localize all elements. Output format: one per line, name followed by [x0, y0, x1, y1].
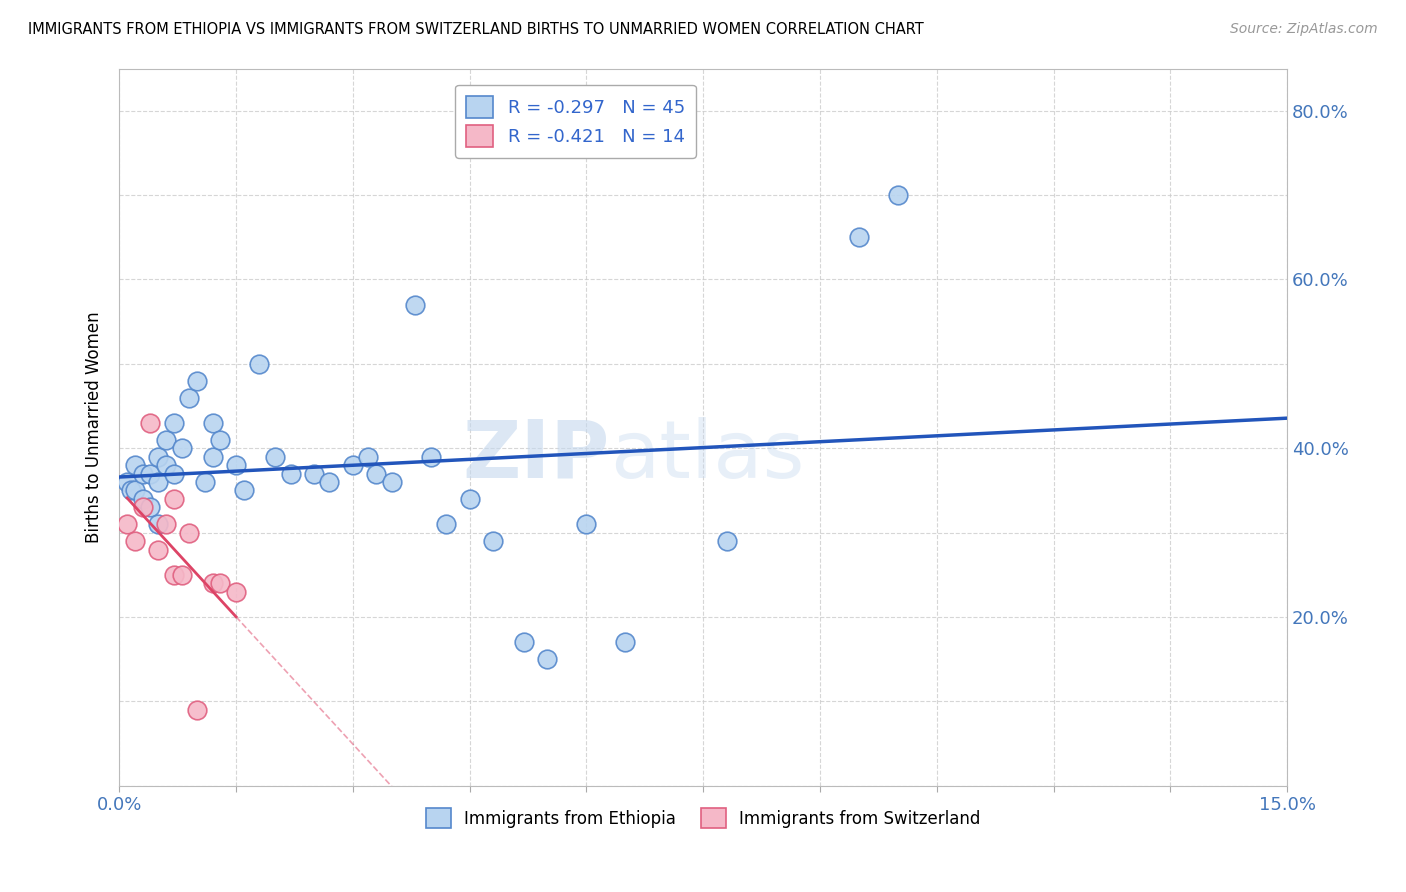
Point	[155, 433, 177, 447]
Point	[124, 534, 146, 549]
Point	[186, 374, 208, 388]
Point	[124, 483, 146, 498]
Point	[209, 433, 232, 447]
Point	[186, 703, 208, 717]
Point	[575, 517, 598, 532]
Point	[170, 442, 193, 456]
Text: IMMIGRANTS FROM ETHIOPIA VS IMMIGRANTS FROM SWITZERLAND BIRTHS TO UNMARRIED WOME: IMMIGRANTS FROM ETHIOPIA VS IMMIGRANTS F…	[28, 22, 924, 37]
Point	[115, 475, 138, 489]
Y-axis label: Births to Unmarried Women: Births to Unmarried Women	[86, 311, 103, 543]
Point	[434, 517, 457, 532]
Point	[848, 230, 870, 244]
Point	[232, 483, 254, 498]
Point	[201, 576, 224, 591]
Point	[163, 567, 186, 582]
Text: Source: ZipAtlas.com: Source: ZipAtlas.com	[1230, 22, 1378, 37]
Point	[302, 467, 325, 481]
Point	[614, 635, 637, 649]
Point	[131, 491, 153, 506]
Point	[887, 188, 910, 202]
Point	[536, 652, 558, 666]
Point	[381, 475, 404, 489]
Point	[170, 567, 193, 582]
Point	[148, 475, 170, 489]
Text: ZIP: ZIP	[463, 417, 610, 495]
Point	[124, 458, 146, 472]
Point	[179, 525, 201, 540]
Point	[458, 491, 481, 506]
Point	[716, 534, 738, 549]
Point	[148, 542, 170, 557]
Point	[201, 416, 224, 430]
Point	[280, 467, 302, 481]
Point	[225, 458, 247, 472]
Point	[155, 458, 177, 472]
Point	[209, 576, 232, 591]
Text: atlas: atlas	[610, 417, 804, 495]
Point	[139, 500, 162, 515]
Point	[163, 491, 186, 506]
Point	[419, 450, 441, 464]
Point	[131, 500, 153, 515]
Point	[120, 483, 142, 498]
Point	[318, 475, 340, 489]
Point	[139, 467, 162, 481]
Point	[249, 357, 271, 371]
Point	[139, 416, 162, 430]
Point	[404, 298, 426, 312]
Point	[264, 450, 287, 464]
Point	[163, 467, 186, 481]
Point	[513, 635, 536, 649]
Legend: Immigrants from Ethiopia, Immigrants from Switzerland: Immigrants from Ethiopia, Immigrants fro…	[419, 801, 987, 835]
Point	[225, 584, 247, 599]
Point	[194, 475, 217, 489]
Point	[148, 517, 170, 532]
Point	[179, 391, 201, 405]
Point	[155, 517, 177, 532]
Point	[163, 416, 186, 430]
Point	[115, 517, 138, 532]
Point	[482, 534, 505, 549]
Point	[357, 450, 380, 464]
Point	[366, 467, 388, 481]
Point	[201, 450, 224, 464]
Point	[148, 450, 170, 464]
Point	[131, 467, 153, 481]
Point	[342, 458, 364, 472]
